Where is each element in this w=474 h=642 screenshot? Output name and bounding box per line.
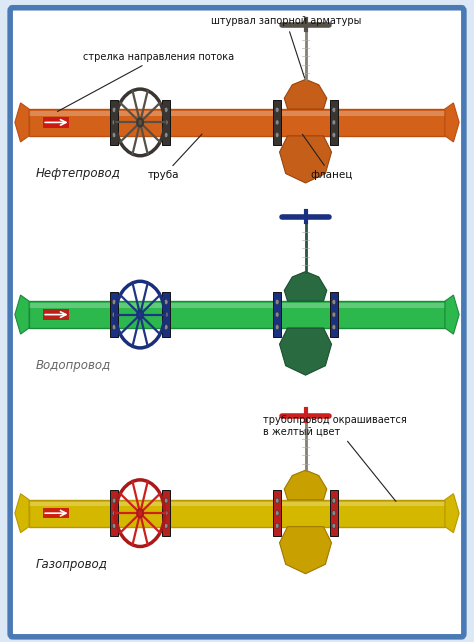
Polygon shape bbox=[445, 103, 459, 142]
Circle shape bbox=[112, 107, 116, 112]
Circle shape bbox=[164, 523, 168, 528]
Bar bbox=[29, 303, 445, 308]
Circle shape bbox=[137, 311, 143, 318]
Circle shape bbox=[275, 523, 279, 528]
Circle shape bbox=[112, 325, 116, 330]
Text: Водопровод: Водопровод bbox=[36, 360, 111, 372]
Circle shape bbox=[164, 299, 168, 304]
Bar bbox=[29, 499, 445, 526]
Circle shape bbox=[112, 498, 116, 503]
Bar bbox=[29, 301, 445, 328]
FancyBboxPatch shape bbox=[10, 8, 464, 637]
Circle shape bbox=[164, 120, 168, 125]
Circle shape bbox=[112, 510, 116, 516]
Polygon shape bbox=[15, 295, 29, 334]
Text: Газопровод: Газопровод bbox=[36, 558, 108, 571]
Circle shape bbox=[112, 299, 116, 304]
Bar bbox=[29, 111, 445, 116]
Circle shape bbox=[164, 132, 168, 137]
Bar bbox=[273, 100, 281, 145]
Text: стрелка направления потока: стрелка направления потока bbox=[57, 51, 235, 112]
Circle shape bbox=[112, 120, 116, 125]
Bar bbox=[162, 100, 170, 145]
Bar bbox=[43, 117, 69, 128]
Text: труба: труба bbox=[148, 134, 202, 180]
Bar bbox=[162, 291, 170, 338]
Circle shape bbox=[112, 132, 116, 137]
Text: Нефтепровод: Нефтепровод bbox=[36, 168, 121, 180]
Circle shape bbox=[332, 325, 336, 330]
Circle shape bbox=[332, 510, 336, 516]
Bar bbox=[29, 109, 445, 136]
Bar bbox=[273, 291, 281, 338]
Polygon shape bbox=[15, 494, 29, 533]
Bar bbox=[273, 490, 281, 536]
Circle shape bbox=[137, 118, 143, 126]
Circle shape bbox=[332, 299, 336, 304]
Bar bbox=[110, 490, 118, 536]
Bar bbox=[330, 100, 337, 145]
Polygon shape bbox=[284, 272, 327, 301]
Circle shape bbox=[275, 312, 279, 317]
Circle shape bbox=[275, 510, 279, 516]
Bar bbox=[43, 508, 69, 518]
Circle shape bbox=[275, 120, 279, 125]
Circle shape bbox=[332, 107, 336, 112]
Circle shape bbox=[164, 312, 168, 317]
Circle shape bbox=[112, 523, 116, 528]
Circle shape bbox=[112, 312, 116, 317]
Text: фланец: фланец bbox=[302, 134, 353, 180]
Circle shape bbox=[137, 509, 143, 517]
Bar bbox=[330, 490, 337, 536]
Bar bbox=[110, 100, 118, 145]
Polygon shape bbox=[284, 80, 327, 109]
Polygon shape bbox=[445, 295, 459, 334]
Circle shape bbox=[332, 312, 336, 317]
Circle shape bbox=[275, 299, 279, 304]
Circle shape bbox=[275, 107, 279, 112]
Bar bbox=[43, 309, 69, 320]
Polygon shape bbox=[280, 136, 331, 183]
Polygon shape bbox=[280, 328, 331, 375]
Bar bbox=[29, 502, 445, 507]
Polygon shape bbox=[15, 103, 29, 142]
Text: трубопровод окрашивается
в желтый цвет: трубопровод окрашивается в желтый цвет bbox=[263, 415, 407, 501]
Bar bbox=[330, 291, 337, 338]
Polygon shape bbox=[280, 526, 331, 574]
Circle shape bbox=[332, 523, 336, 528]
Bar bbox=[162, 490, 170, 536]
Circle shape bbox=[164, 510, 168, 516]
Circle shape bbox=[164, 325, 168, 330]
Circle shape bbox=[332, 498, 336, 503]
Text: штурвал запорной арматуры: штурвал запорной арматуры bbox=[211, 16, 361, 78]
Circle shape bbox=[164, 107, 168, 112]
Bar bbox=[110, 291, 118, 338]
Circle shape bbox=[275, 498, 279, 503]
Circle shape bbox=[332, 120, 336, 125]
Circle shape bbox=[164, 498, 168, 503]
Circle shape bbox=[275, 132, 279, 137]
Polygon shape bbox=[445, 494, 459, 533]
Circle shape bbox=[332, 132, 336, 137]
Polygon shape bbox=[284, 470, 327, 499]
Circle shape bbox=[275, 325, 279, 330]
